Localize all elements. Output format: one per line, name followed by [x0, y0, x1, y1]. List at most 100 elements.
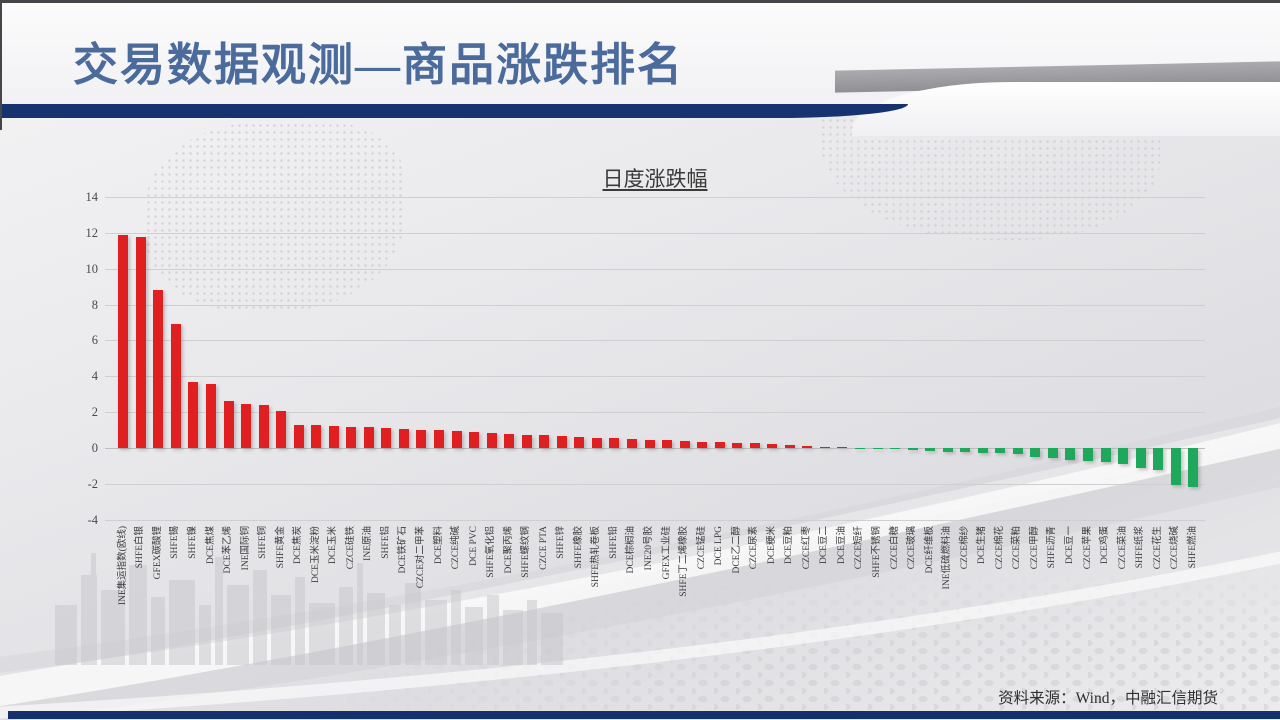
bar	[925, 448, 936, 451]
bar	[714, 442, 725, 448]
bar	[135, 237, 146, 448]
x-axis-label: INE国际铜	[240, 526, 251, 571]
bar	[626, 439, 637, 448]
x-axis-label: SHFE白银	[135, 526, 146, 569]
x-axis-label: DCE粳米	[766, 526, 777, 565]
gridline	[105, 340, 1205, 342]
x-axis-label: GFEX工业硅	[661, 526, 672, 580]
bar	[890, 448, 901, 449]
bar	[416, 429, 427, 448]
bar	[609, 438, 620, 448]
bar	[1030, 448, 1041, 457]
bar	[960, 448, 971, 453]
bar	[1153, 448, 1164, 470]
x-axis-label: SHFE锌	[556, 526, 567, 559]
header-white-swoosh	[852, 82, 1280, 136]
y-tick-label: 6	[91, 333, 98, 348]
bar	[872, 448, 883, 449]
bar	[767, 444, 778, 448]
bar	[907, 448, 918, 450]
x-axis-label: CZCE玻璃	[907, 526, 918, 570]
x-axis-label: DCE豆粕	[784, 526, 795, 565]
x-axis-label: INE原油	[363, 526, 374, 561]
world-map-dots	[145, 122, 405, 312]
bar	[1170, 448, 1181, 485]
gridline	[105, 412, 1205, 414]
bar	[574, 437, 585, 448]
bar	[241, 404, 252, 448]
y-tick-label: 4	[91, 369, 98, 384]
bar	[819, 446, 830, 448]
x-axis-label: CZCE纯碱	[451, 526, 462, 570]
x-axis-label: SHFE不锈钢	[872, 526, 883, 578]
x-axis-label: DCE乙二醇	[731, 526, 742, 574]
bar	[188, 381, 199, 448]
x-axis-label: SHFE黄金	[275, 526, 286, 569]
bar	[697, 441, 708, 448]
x-axis-label: DCE PVC	[468, 526, 479, 566]
x-axis-label: CZCE尿素	[749, 526, 760, 570]
x-axis-label: DCE鸡蛋	[1100, 526, 1111, 565]
bar	[293, 424, 304, 448]
bar	[363, 427, 374, 448]
y-tick-label: 8	[91, 297, 98, 312]
bar	[398, 428, 409, 448]
bar	[153, 290, 164, 448]
x-axis-label: DCE纤维板	[924, 526, 935, 574]
x-axis-label: DCE铁矿石	[398, 526, 409, 574]
bar	[784, 445, 795, 448]
bar	[206, 384, 216, 448]
gridline	[105, 376, 1205, 378]
bar	[1083, 448, 1093, 462]
x-axis-label: DCE豆一	[1064, 526, 1075, 565]
x-axis-label: SHFE镍	[187, 526, 198, 559]
x-axis-label: DCE焦炭	[293, 526, 304, 565]
x-axis-label: SHFE燃油	[1187, 526, 1198, 569]
x-axis-label: SHFE氧化铝	[486, 526, 497, 578]
y-tick-label: -4	[87, 512, 98, 527]
x-axis-label: DCE玉米淀粉	[310, 526, 321, 584]
x-axis-label: CZCE PTA	[538, 526, 549, 570]
x-axis-label: CZCE红枣	[801, 526, 812, 570]
bar	[504, 433, 515, 448]
x-axis-label: SHFE铅	[608, 526, 619, 559]
x-axis-label: INE集运指数(欧线)	[117, 526, 128, 606]
x-axis-label: GFEX碳酸锂	[152, 526, 163, 580]
x-axis-label: DCE豆二	[819, 526, 830, 565]
x-axis-label: DCE聚丙烯	[503, 526, 514, 574]
gridline	[105, 448, 1205, 449]
bar	[591, 437, 602, 448]
x-axis-label: CZCE短纤	[854, 526, 865, 570]
bar	[381, 428, 392, 448]
x-axis-label: CZCE烧碱	[1170, 526, 1181, 570]
bar	[521, 434, 532, 448]
x-axis-label: SHFE沥青	[1047, 526, 1058, 569]
x-axis-label: CZCE棉纱	[959, 526, 970, 570]
bar	[995, 448, 1006, 454]
x-axis-label: SHFE橡胶	[573, 526, 584, 569]
bar	[258, 405, 269, 448]
bar	[854, 448, 865, 449]
x-axis-label: CZCE菜粕	[1012, 526, 1023, 570]
x-axis-label: DCE焦煤	[205, 526, 216, 565]
bar	[942, 448, 953, 452]
bar	[662, 440, 673, 448]
bar	[469, 431, 480, 448]
title-stripe	[0, 104, 908, 118]
bar	[1188, 448, 1199, 487]
x-axis-label: CZCE苹果	[1082, 526, 1093, 570]
x-axis-label: CZCE锰硅	[696, 526, 707, 570]
y-tick-label: 2	[91, 405, 98, 420]
bar	[732, 442, 743, 448]
bar	[1135, 448, 1146, 468]
bar	[1100, 448, 1111, 463]
x-axis-label: SHFE螺纹钢	[521, 526, 532, 578]
x-axis-label: DCE棕榈油	[626, 526, 637, 574]
x-axis-label: SHFE铜	[258, 526, 269, 559]
gridline	[105, 196, 1205, 198]
x-axis-label: CZCE菜油	[1117, 526, 1128, 570]
x-axis-label: CZCE甲醇	[1029, 526, 1040, 570]
slide-left-edge	[0, 0, 2, 130]
bar	[486, 432, 497, 448]
